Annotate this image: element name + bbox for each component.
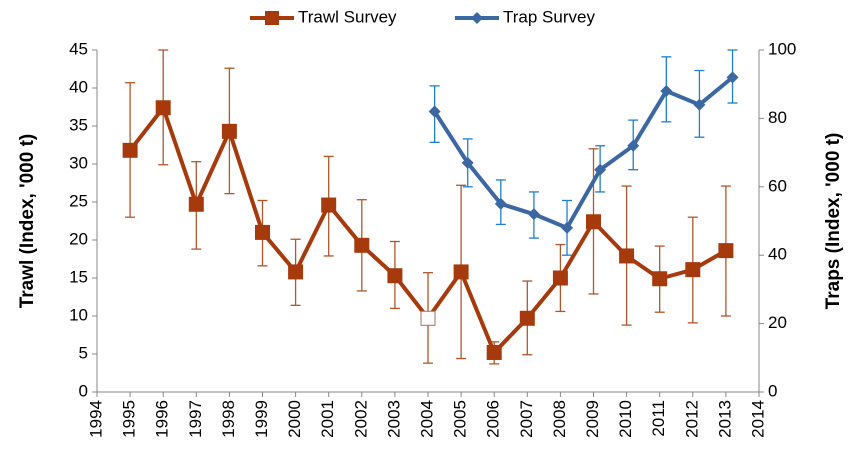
marker: [288, 264, 304, 280]
marker: [188, 196, 204, 212]
legend-label: Trap Survey: [503, 7, 595, 26]
marker: [155, 100, 171, 116]
y-tick-label: 40: [69, 77, 88, 96]
x-tick-label: 1998: [219, 400, 238, 438]
x-tick-label: 2002: [351, 400, 370, 438]
y2-tick-label: 20: [768, 313, 787, 332]
marker: [627, 139, 640, 152]
marker: [594, 163, 607, 176]
x-tick-label: 2006: [484, 400, 503, 438]
y2-tick-label: 80: [768, 108, 787, 127]
marker: [461, 156, 474, 169]
marker: [726, 71, 739, 84]
x-tick-label: 2011: [649, 400, 668, 437]
y-tick-label: 20: [69, 229, 88, 248]
y-tick-label: 35: [69, 115, 88, 134]
y2-tick-label: 40: [768, 245, 787, 264]
x-tick-label: 2014: [748, 400, 767, 438]
marker: [527, 208, 540, 221]
y-tick-label: 15: [69, 267, 88, 286]
x-tick-label: 2003: [384, 400, 403, 438]
marker: [122, 142, 138, 158]
y-tick-label: 25: [69, 191, 88, 210]
marker: [561, 221, 574, 234]
x-tick-label: 2004: [417, 400, 436, 438]
x-tick-label: 1995: [120, 400, 139, 438]
x-tick-label: 1996: [153, 400, 172, 438]
open-marker: [420, 310, 436, 326]
marker: [354, 237, 370, 253]
x-tick-label: 2001: [318, 400, 337, 438]
marker: [494, 197, 507, 210]
y-tick-label: 45: [69, 39, 88, 58]
x-tick-label: 1994: [86, 400, 105, 438]
marker: [652, 271, 668, 287]
marker: [693, 98, 706, 111]
x-tick-label: 2007: [517, 400, 536, 438]
x-tick-label: 2008: [550, 400, 569, 438]
x-tick-label: 1997: [186, 400, 205, 438]
y-axis-title: Trawl (Index, '000 t): [17, 134, 38, 309]
marker: [586, 214, 601, 230]
marker: [552, 270, 568, 286]
marker: [685, 262, 701, 278]
marker: [519, 310, 535, 326]
legend-marker: [471, 12, 483, 24]
x-tick-label: 2013: [715, 400, 734, 438]
x-tick-label: 2009: [583, 400, 602, 438]
legend-marker: [265, 11, 279, 25]
legend-label: Trawl Survey: [298, 7, 397, 26]
x-tick-label: 2005: [451, 400, 470, 438]
y2-tick-label: 0: [768, 381, 777, 400]
x-tick-label: 2010: [616, 400, 635, 438]
marker: [221, 123, 237, 139]
series-line: [432, 75, 734, 231]
marker: [387, 268, 403, 284]
marker: [619, 248, 635, 264]
y2-tick-label: 100: [768, 39, 796, 58]
y-tick-label: 0: [79, 381, 88, 400]
x-tick-label: 2000: [285, 400, 304, 438]
x-tick-label: 2012: [682, 400, 701, 438]
y2-axis-title: Traps (Index, '000 t): [823, 133, 844, 310]
y-tick-label: 10: [69, 305, 88, 324]
marker: [660, 85, 673, 98]
y2-tick-label: 60: [768, 176, 787, 195]
y-tick-label: 5: [79, 343, 88, 362]
y-tick-label: 30: [69, 153, 88, 172]
marker: [321, 197, 337, 213]
marker: [453, 264, 469, 280]
marker: [255, 224, 270, 240]
x-tick-label: 1999: [252, 400, 271, 438]
marker: [486, 344, 502, 360]
marker: [718, 243, 734, 259]
marker: [428, 105, 441, 118]
